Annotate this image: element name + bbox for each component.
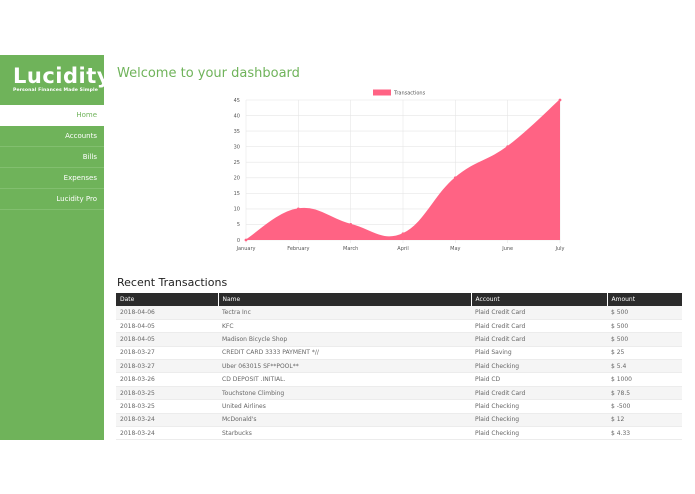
cell-account: Plaid Credit Card	[471, 386, 607, 401]
cell-account: Plaid Checking	[471, 413, 607, 428]
cell-account: Plaid Checking	[471, 359, 607, 374]
column-header-date[interactable]: Date	[116, 293, 219, 306]
x-tick-label: March	[343, 246, 358, 252]
column-header-name[interactable]: Name	[218, 293, 472, 306]
sidebar: Lucidity Personal Finances Made Simple H…	[0, 55, 111, 440]
cell-name: United Airlines	[218, 399, 471, 414]
y-tick-label: 0	[237, 238, 240, 244]
y-tick-label: 20	[234, 176, 240, 182]
cell-date: 2018-03-24	[116, 413, 218, 428]
column-header-account[interactable]: Account	[471, 293, 608, 306]
data-point	[244, 238, 248, 242]
y-tick-label: 35	[234, 129, 240, 135]
cell-date: 2018-04-05	[116, 332, 218, 347]
recent-transactions-title: Recent Transactions	[117, 276, 228, 289]
cell-date: 2018-03-24	[116, 426, 218, 441]
x-tick-label: January	[236, 246, 256, 252]
y-tick-label: 25	[234, 160, 240, 166]
table-row[interactable]: 2018-04-06 Tectra Inc Plaid Credit Card $ 5…	[116, 306, 682, 320]
cell-name: Uber 063015 SF**POOL**	[218, 359, 471, 374]
cell-amount: $ 500	[607, 319, 682, 334]
cell-amount: $ 500	[607, 306, 682, 320]
table-row[interactable]: 2018-04-05 Madison Bicycle Shop Plaid Cred…	[116, 332, 682, 347]
y-tick-label: 10	[234, 207, 240, 213]
cell-amount: $ 4.33	[607, 426, 682, 441]
cell-date: 2018-03-26	[116, 372, 218, 387]
x-tick-label: July	[555, 246, 565, 252]
cell-name: CD DEPOSIT .INITIAL.	[218, 372, 471, 387]
table-row[interactable]: 2018-03-26 CD DEPOSIT .INITIAL. Plaid CD $ …	[116, 372, 682, 387]
sidebar-nav: Home Accounts Bills Expenses Lucidity Pr…	[0, 105, 104, 210]
cell-name: Touchstone Climbing	[218, 386, 471, 401]
cell-account: Plaid Checking	[471, 399, 607, 414]
transactions-table-body: 2018-04-06 Tectra Inc Plaid Credit Card $ 5…	[116, 306, 682, 441]
sidebar-item-bills[interactable]: Bills	[0, 147, 104, 168]
legend-label: Transactions	[393, 91, 426, 97]
table-row[interactable]: 2018-03-24 McDonald's Plaid Checking $ 12	[116, 413, 682, 428]
y-tick-label: 5	[237, 222, 240, 228]
cell-amount: $ 5.4	[607, 359, 682, 374]
cell-date: 2018-04-06	[116, 306, 218, 320]
y-tick-label: 15	[234, 191, 240, 197]
sidebar-item-accounts[interactable]: Accounts	[0, 126, 104, 147]
data-point	[506, 145, 510, 149]
x-tick-label: February	[287, 246, 309, 252]
cell-name: CREDIT CARD 3333 PAYMENT *//	[218, 346, 471, 361]
cell-name: Madison Bicycle Shop	[218, 332, 471, 347]
cell-amount: $ -500	[607, 399, 682, 414]
sidebar-item-expenses[interactable]: Expenses	[0, 168, 104, 189]
cell-amount: $ 25	[607, 346, 682, 361]
data-point	[453, 176, 457, 180]
data-point	[401, 232, 405, 236]
table-row[interactable]: 2018-03-24 Starbucks Plaid Checking $ 4.33	[116, 426, 682, 441]
sidebar-item-home[interactable]: Home	[0, 105, 104, 126]
cell-account: Plaid Checking	[471, 426, 607, 441]
y-tick-label: 40	[234, 113, 240, 119]
cell-amount: $ 78.5	[607, 386, 682, 401]
cell-account: Plaid Credit Card	[471, 319, 607, 334]
y-tick-label: 45	[234, 98, 240, 104]
cell-amount: $ 12	[607, 413, 682, 428]
cell-name: Starbucks	[218, 426, 471, 441]
cell-amount: $ 500	[607, 332, 682, 347]
cell-date: 2018-03-25	[116, 399, 218, 414]
brand-logo[interactable]: Lucidity Personal Finances Made Simple	[0, 55, 111, 105]
transactions-table: Date Name Account Amount 2018-04-06 Tectr…	[116, 293, 682, 441]
cell-account: Plaid Credit Card	[471, 332, 607, 347]
cell-name: KFC	[218, 319, 471, 334]
sidebar-item-lucidity-pro[interactable]: Lucidity Pro	[0, 189, 104, 210]
brand-tagline: Personal Finances Made Simple	[13, 88, 98, 93]
cell-account: Plaid Credit Card	[471, 306, 607, 320]
series-area	[246, 100, 560, 240]
table-row[interactable]: 2018-03-25 United Airlines Plaid Checking $…	[116, 399, 682, 414]
cell-amount: $ 1000	[607, 372, 682, 387]
transactions-chart: 0 5 10 15 20 25 30 35 40 45 January February March Ap…	[222, 86, 572, 252]
brand-name: Lucidity	[13, 64, 111, 88]
legend-swatch	[373, 89, 391, 96]
table-row[interactable]: 2018-04-05 KFC Plaid Credit Card $ 500	[116, 319, 682, 334]
data-point	[296, 207, 300, 211]
y-tick-label: 30	[234, 144, 240, 150]
x-tick-label: May	[450, 246, 460, 252]
x-tick-label: June	[501, 246, 513, 252]
data-point	[349, 223, 353, 226]
cell-account: Plaid Saving	[471, 346, 607, 361]
table-header-row: Date Name Account Amount	[116, 293, 682, 306]
table-row[interactable]: 2018-03-27 Uber 063015 SF**POOL** Plaid Ch…	[116, 359, 682, 374]
table-row[interactable]: 2018-03-25 Touchstone Climbing Plaid Credi…	[116, 386, 682, 401]
cell-date: 2018-03-25	[116, 386, 218, 401]
cell-date: 2018-04-05	[116, 319, 218, 334]
table-row[interactable]: 2018-03-27 CREDIT CARD 3333 PAYMENT *//Pl…	[116, 346, 682, 361]
cell-name: Tectra Inc	[218, 306, 471, 320]
x-tick-label: April	[397, 246, 408, 252]
transactions-chart-svg: 0 5 10 15 20 25 30 35 40 45 January February March Ap…	[234, 89, 565, 252]
cell-account: Plaid CD	[471, 372, 607, 387]
cell-name: McDonald's	[218, 413, 471, 428]
page-title: Welcome to your dashboard	[117, 66, 300, 81]
cell-date: 2018-03-27	[116, 346, 218, 361]
column-header-amount[interactable]: Amount	[607, 293, 682, 306]
cell-date: 2018-03-27	[116, 359, 218, 374]
data-point	[558, 98, 562, 102]
